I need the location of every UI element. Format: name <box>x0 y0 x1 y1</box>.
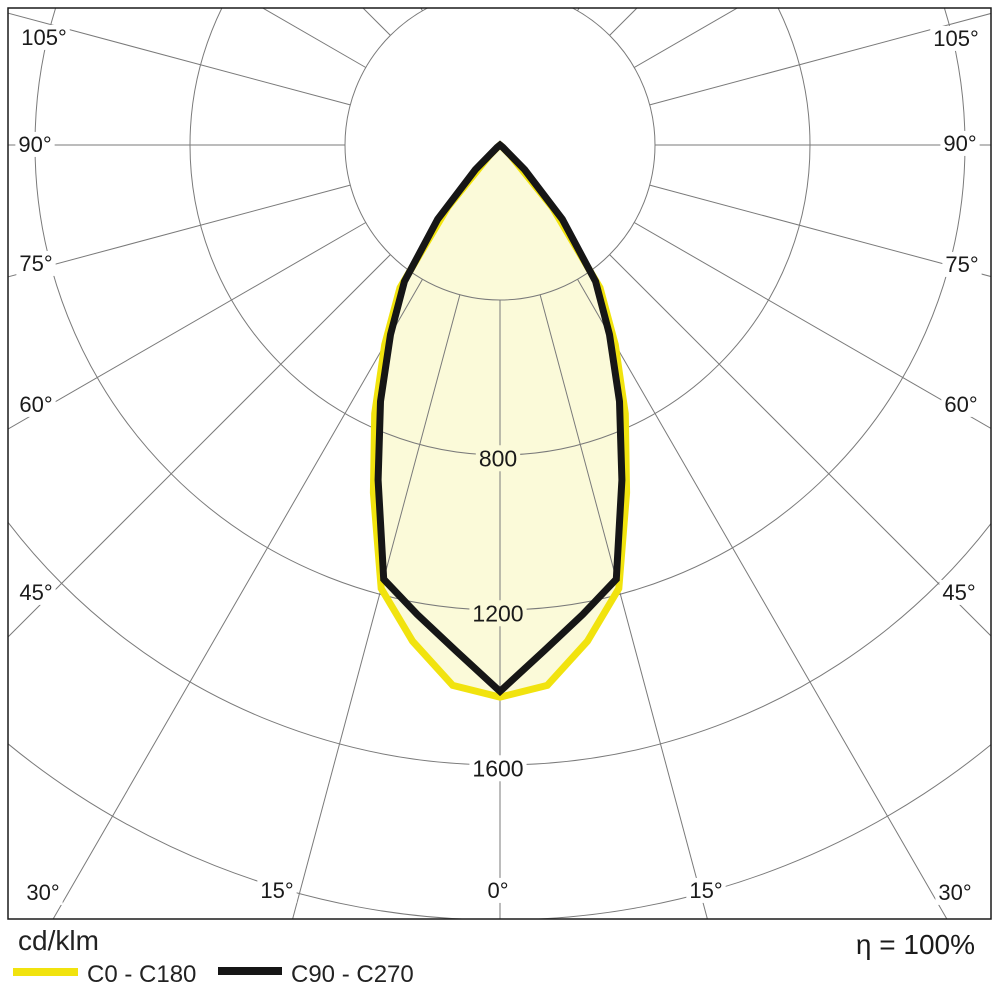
angle-label-right-bg <box>940 130 980 156</box>
angle-label-bottom: 15° <box>689 878 722 903</box>
polar-chart: 800 1200 1600 105° 105° 90° 90° 75° 75° 60° 60° 45°… <box>7 7 992 920</box>
grid-radial-line <box>649 12 991 106</box>
angle-label-right: 90° <box>943 131 976 156</box>
units-label: cd/klm <box>18 925 99 956</box>
angle-label-bottom-bg <box>257 877 297 903</box>
grid-radial-line <box>539 294 708 919</box>
grid-radial-line <box>633 222 991 430</box>
chart-area: 800 1200 1600 105° 105° 90° 90° 75° 75° 60° 60° 45°… <box>8 8 991 919</box>
grid-radial-line <box>577 8 580 12</box>
grid-radial-line <box>8 12 351 106</box>
c90-c270-curve <box>374 140 626 697</box>
angle-label-bottom: 30° <box>938 880 971 905</box>
angle-label-right-bg <box>939 579 979 605</box>
ring-label-bg <box>475 445 521 472</box>
legend-label-c90-c270: C90 - C270 <box>291 961 414 988</box>
efficiency-label: η = 100% <box>855 929 975 960</box>
ring-label: 1600 <box>472 755 523 781</box>
angle-label-right: 75° <box>945 252 978 277</box>
angle-label-right-bg <box>942 251 982 277</box>
angle-label-bottom: 0° <box>487 878 508 903</box>
grid-radial-line <box>577 278 948 919</box>
angle-label-bottom-bg <box>686 877 726 903</box>
angle-label-left-bg <box>16 250 56 276</box>
ring-label: 1200 <box>472 600 523 626</box>
angle-label-left-bg <box>15 131 55 157</box>
grid-radial-line <box>52 278 423 919</box>
angle-label-left-bg <box>18 24 70 50</box>
angle-label-bottom: 15° <box>260 878 293 903</box>
legend-label-c0-c180: C0 - C180 <box>87 961 197 988</box>
grid-radial-line <box>420 8 423 12</box>
angle-label-right-bg <box>941 391 981 417</box>
chart-frame <box>7 7 992 920</box>
angle-label-left: 75° <box>19 251 52 276</box>
angle-label-right: 105° <box>933 26 979 51</box>
angle-label-left-bg <box>16 579 56 605</box>
grid-radial-line <box>8 222 367 430</box>
grid-radial-line <box>649 184 991 278</box>
angle-label-bottom-bg <box>484 877 512 903</box>
angle-label-bottom-bg <box>23 879 63 905</box>
angle-label-left: 105° <box>21 25 67 50</box>
angle-label-right-bg <box>930 25 982 51</box>
angle-label-bottom-bg <box>935 879 975 905</box>
grid-radial-line <box>8 254 391 638</box>
angle-label-left-bg <box>16 391 56 417</box>
ring-label-bg <box>469 600 527 627</box>
legend-swatch-c90-c270 <box>218 967 282 975</box>
angle-label-right: 60° <box>944 392 977 417</box>
ring-label-bg <box>469 755 527 782</box>
legend-swatch-c0-c180 <box>13 968 78 976</box>
grid-radial-line <box>609 254 991 637</box>
grid-radial-line <box>8 184 351 278</box>
angle-label-left: 90° <box>18 132 51 157</box>
angle-label-right: 45° <box>942 580 975 605</box>
angle-label-left: 60° <box>19 392 52 417</box>
angle-label-bottom: 30° <box>26 880 59 905</box>
grid-radial-line <box>292 294 461 919</box>
grid-ring <box>344 8 656 301</box>
angle-label-left: 45° <box>19 580 52 605</box>
ring-label: 800 <box>479 445 517 471</box>
